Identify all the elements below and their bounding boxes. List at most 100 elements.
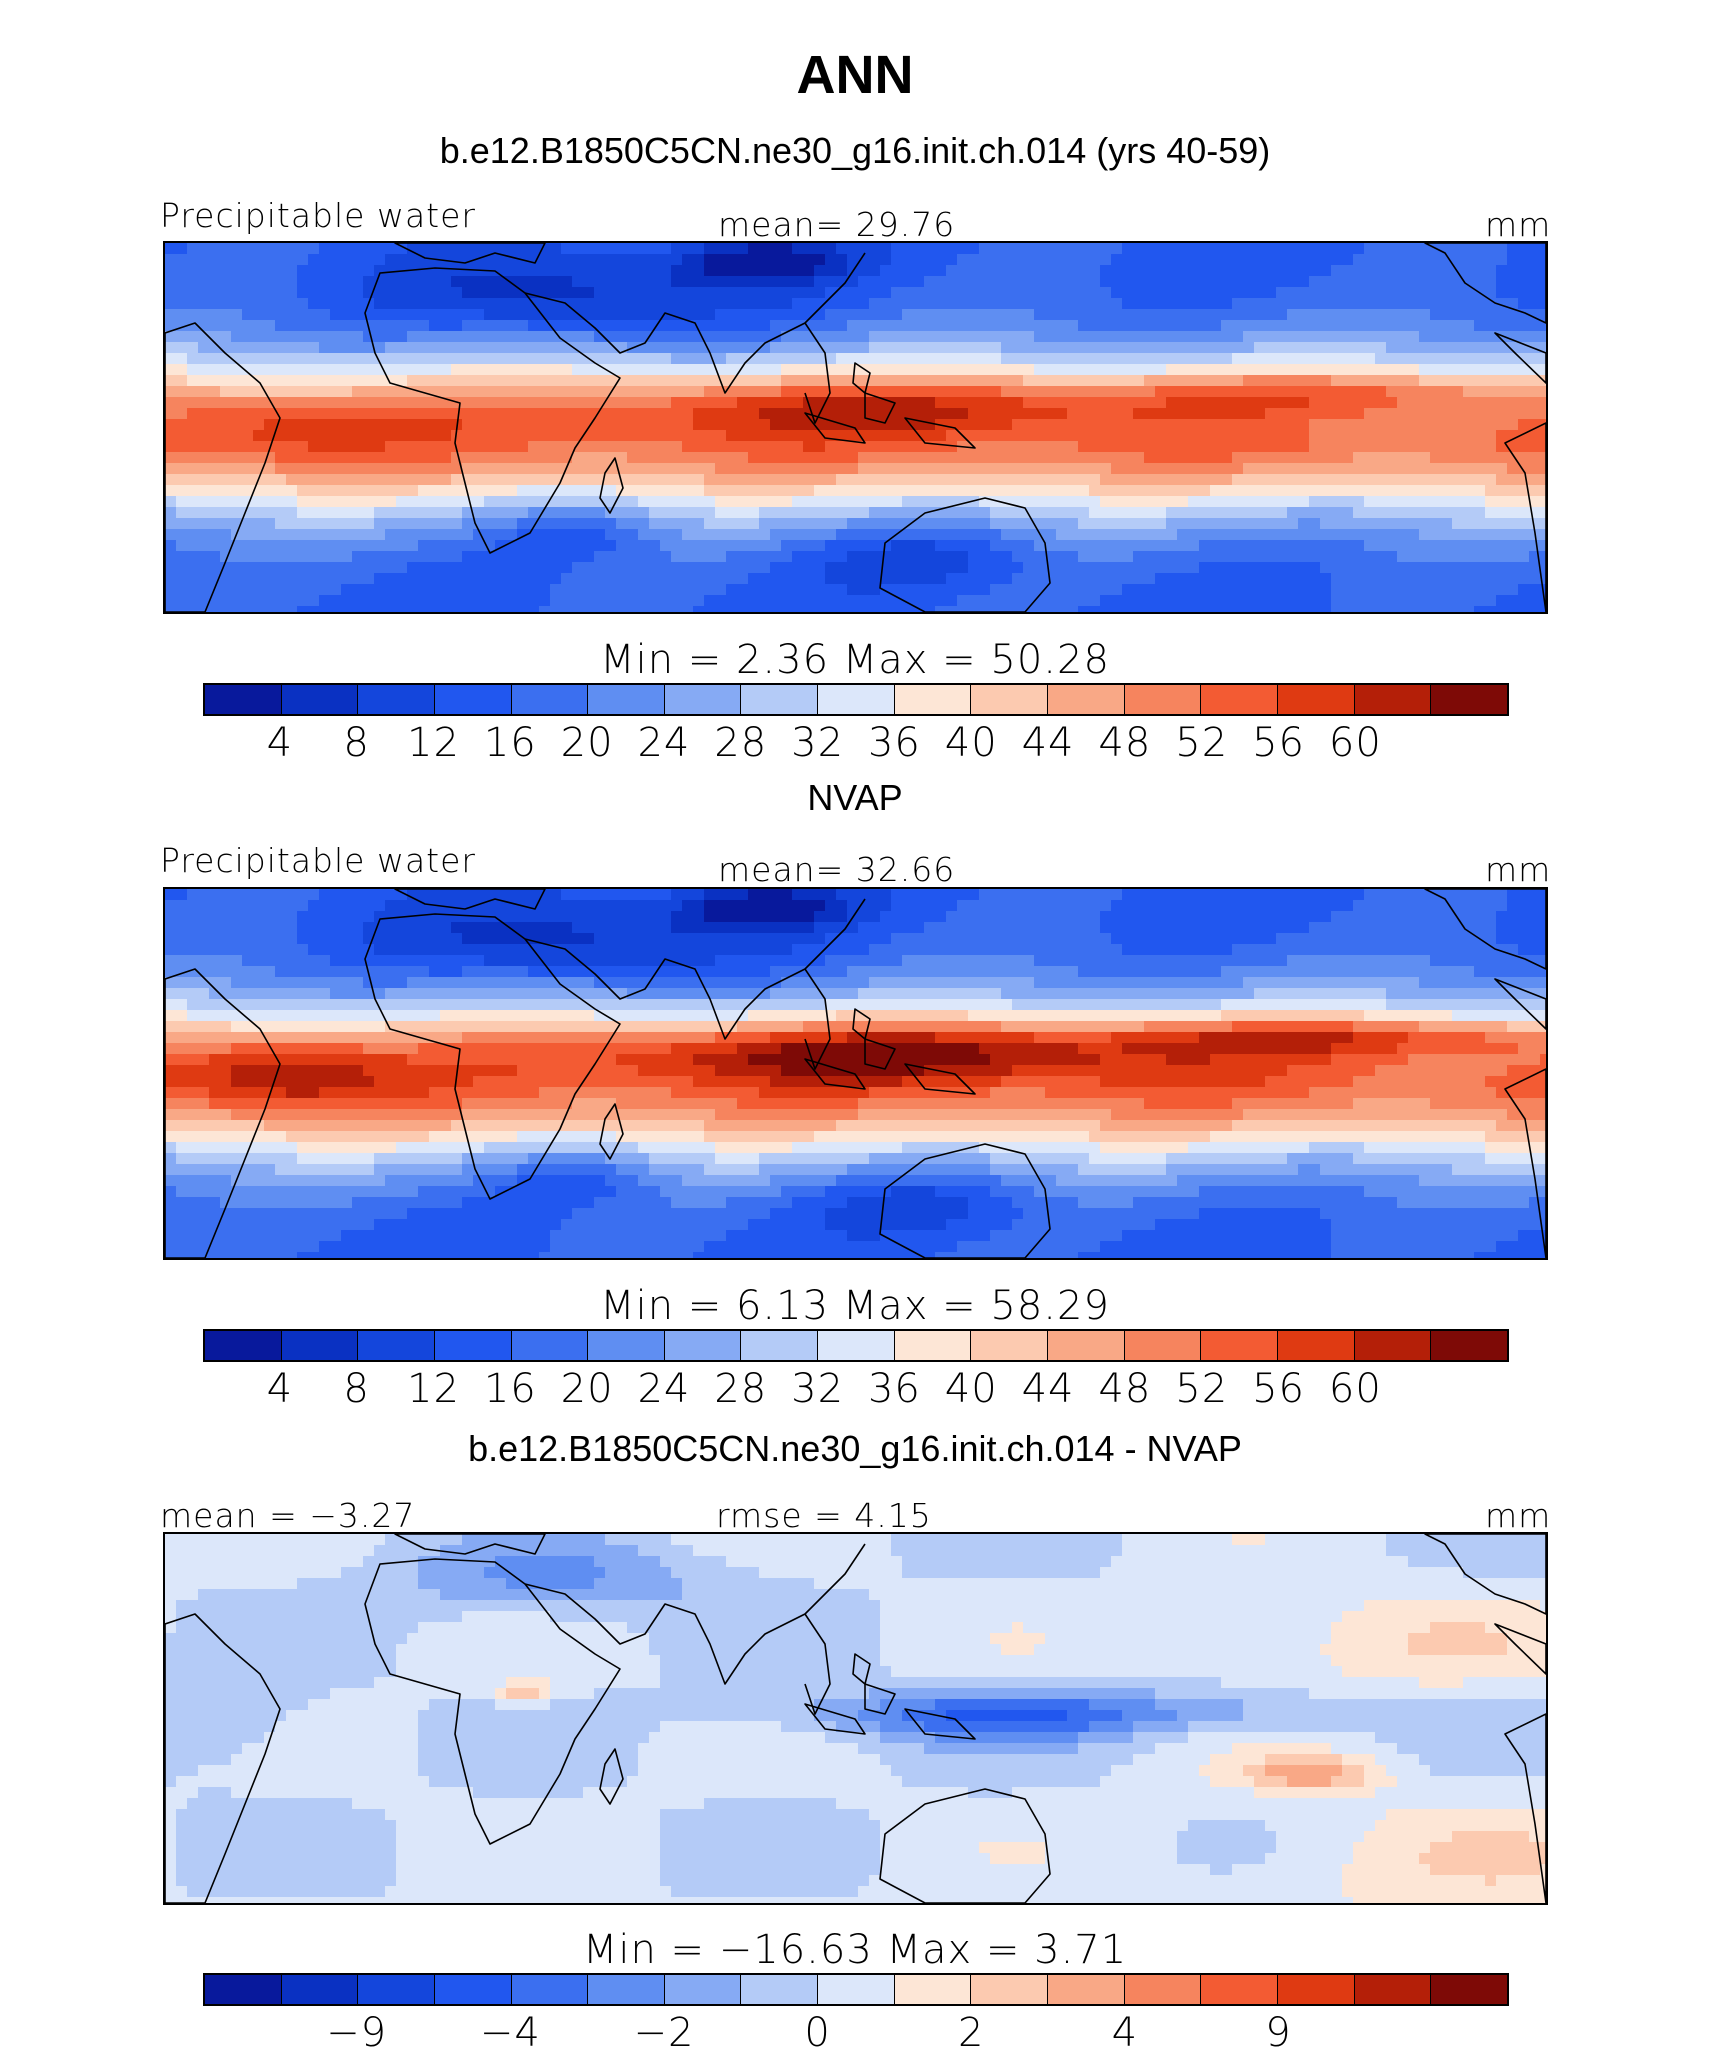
page-title: ANN — [796, 45, 914, 105]
colorbar-tick-label: 48 — [1098, 1366, 1152, 1412]
colorbar-tick-label: 36 — [867, 720, 921, 766]
colorbar-swatch — [1048, 1331, 1125, 1360]
colorbar-swatch — [818, 1975, 895, 2004]
panel-obs-map — [163, 887, 1548, 1260]
colorbar-tick-label: 32 — [791, 1366, 845, 1412]
colorbar-swatch — [205, 1975, 282, 2004]
panel-diff-mean-label: mean = −3.27 — [160, 1496, 416, 1535]
colorbar-tick-label: 40 — [944, 720, 998, 766]
panel-model-mean-label: mean= 29.76 — [718, 205, 956, 244]
panel-obs-units: mm — [1485, 850, 1552, 889]
panel-obs-colorbar-ticks: 4 8 12 16 20 24 28 32 36 40 44 48 52 56 60 — [203, 1366, 1509, 1414]
colorbar-tick-label: 36 — [867, 1366, 921, 1412]
colorbar-tick-label: 32 — [791, 720, 845, 766]
colorbar-swatch — [1277, 685, 1355, 714]
panel-diff-heading: b.e12.B1850C5CN.ne30_g16.init.ch.014 - N… — [468, 1428, 1242, 1469]
panel-model-units: mm — [1485, 205, 1552, 244]
colorbar-swatch — [1124, 1331, 1202, 1360]
colorbar-swatch — [741, 685, 819, 714]
colorbar-tick-label: 8 — [343, 1366, 370, 1412]
panel-obs-map-field — [165, 889, 1546, 1258]
panel-obs-mean-label: mean= 32.66 — [718, 850, 956, 889]
panel-obs-variable-label: Precipitable water — [160, 841, 476, 880]
panel-diff-minmax: Min = −16.63 Max = 3.71 — [582, 1927, 1128, 1973]
panel-diff-colorbar — [203, 1973, 1509, 2006]
colorbar-swatch — [281, 1975, 359, 2004]
colorbar-tick-label: 52 — [1175, 1366, 1229, 1412]
panel-model-colorbar — [203, 683, 1509, 716]
colorbar-swatch — [588, 1975, 665, 2004]
colorbar-tick-label: 40 — [944, 1366, 998, 1412]
colorbar-tick-label: 12 — [407, 720, 460, 766]
colorbar-swatch — [664, 685, 742, 714]
panel-model-colorbar-ticks: 4 8 12 16 20 24 28 32 36 40 44 48 52 56 60 — [203, 720, 1509, 768]
colorbar-swatch — [1124, 1975, 1202, 2004]
panel-obs-colorbar — [203, 1329, 1509, 1362]
colorbar-swatch — [1201, 685, 1278, 714]
colorbar-tick-label: 9 — [1265, 2010, 1292, 2056]
colorbar-swatch — [1354, 1331, 1432, 1360]
colorbar-swatch — [1201, 1975, 1278, 2004]
colorbar-tick-label: 16 — [483, 1366, 537, 1412]
panel-obs-minmax: Min = 6.13 Max = 58.29 — [600, 1283, 1110, 1329]
colorbar-tick-label: 0 — [804, 2010, 831, 2056]
colorbar-tick-label: 12 — [407, 1366, 460, 1412]
colorbar-swatch — [434, 685, 512, 714]
panel-model-minmax: Min = 2.36 Max = 50.28 — [600, 637, 1110, 683]
colorbar-swatch — [511, 1331, 589, 1360]
colorbar-tick-label: −9 — [326, 2010, 388, 2056]
panel-model-heading: b.e12.B1850C5CN.ne30_g16.init.ch.014 (yr… — [439, 130, 1271, 171]
colorbar-tick-label: 56 — [1252, 1366, 1305, 1412]
colorbar-swatch — [434, 1331, 512, 1360]
colorbar-tick-label: 56 — [1252, 720, 1305, 766]
colorbar-swatch — [358, 1331, 435, 1360]
panel-obs-heading: NVAP — [807, 777, 903, 818]
colorbar-swatch — [588, 1331, 665, 1360]
colorbar-swatch — [894, 1331, 972, 1360]
colorbar-swatch — [588, 685, 665, 714]
colorbar-tick-label: 4 — [1111, 2010, 1139, 2056]
colorbar-swatch — [281, 685, 359, 714]
colorbar-tick-label: −2 — [633, 2010, 695, 2056]
colorbar-swatch — [1354, 685, 1432, 714]
colorbar-tick-label: 4 — [266, 1366, 294, 1412]
colorbar-swatch — [1124, 685, 1202, 714]
colorbar-swatch — [358, 1975, 435, 2004]
colorbar-swatch — [1431, 1331, 1507, 1360]
colorbar-tick-label: 60 — [1328, 1366, 1382, 1412]
colorbar-swatch — [511, 685, 589, 714]
colorbar-swatch — [1048, 685, 1125, 714]
colorbar-tick-label: 44 — [1021, 720, 1075, 766]
colorbar-tick-label: 16 — [483, 720, 537, 766]
colorbar-swatch — [664, 1975, 742, 2004]
colorbar-swatch — [1354, 1975, 1432, 2004]
colorbar-tick-label: 24 — [637, 720, 691, 766]
colorbar-swatch — [1048, 1975, 1125, 2004]
colorbar-swatch — [741, 1331, 819, 1360]
panel-diff-rmse-label: rmse = 4.15 — [716, 1496, 932, 1535]
colorbar-swatch — [664, 1331, 742, 1360]
colorbar-swatch — [281, 1331, 359, 1360]
colorbar-tick-label: 24 — [637, 1366, 691, 1412]
colorbar-swatch — [434, 1975, 512, 2004]
colorbar-swatch — [1201, 1331, 1278, 1360]
panel-diff-map — [163, 1532, 1548, 1905]
panel-model-map — [163, 241, 1548, 614]
colorbar-tick-label: 8 — [343, 720, 370, 766]
colorbar-tick-label: 28 — [714, 1366, 768, 1412]
colorbar-swatch — [818, 685, 895, 714]
colorbar-swatch — [741, 1975, 819, 2004]
colorbar-tick-label: 28 — [714, 720, 768, 766]
colorbar-swatch — [818, 1331, 895, 1360]
colorbar-swatch — [894, 685, 972, 714]
panel-diff-colorbar-ticks: −9 −4 −2 0 2 4 9 — [203, 2010, 1509, 2058]
colorbar-swatch — [1431, 685, 1507, 714]
colorbar-tick-label: 20 — [560, 720, 614, 766]
colorbar-swatch — [358, 685, 435, 714]
colorbar-tick-label: 48 — [1098, 720, 1152, 766]
colorbar-tick-label: 44 — [1021, 1366, 1075, 1412]
colorbar-tick-label: 60 — [1328, 720, 1382, 766]
colorbar-tick-label: 20 — [560, 1366, 614, 1412]
colorbar-tick-label: −4 — [479, 2010, 541, 2056]
colorbar-swatch — [971, 1331, 1049, 1360]
